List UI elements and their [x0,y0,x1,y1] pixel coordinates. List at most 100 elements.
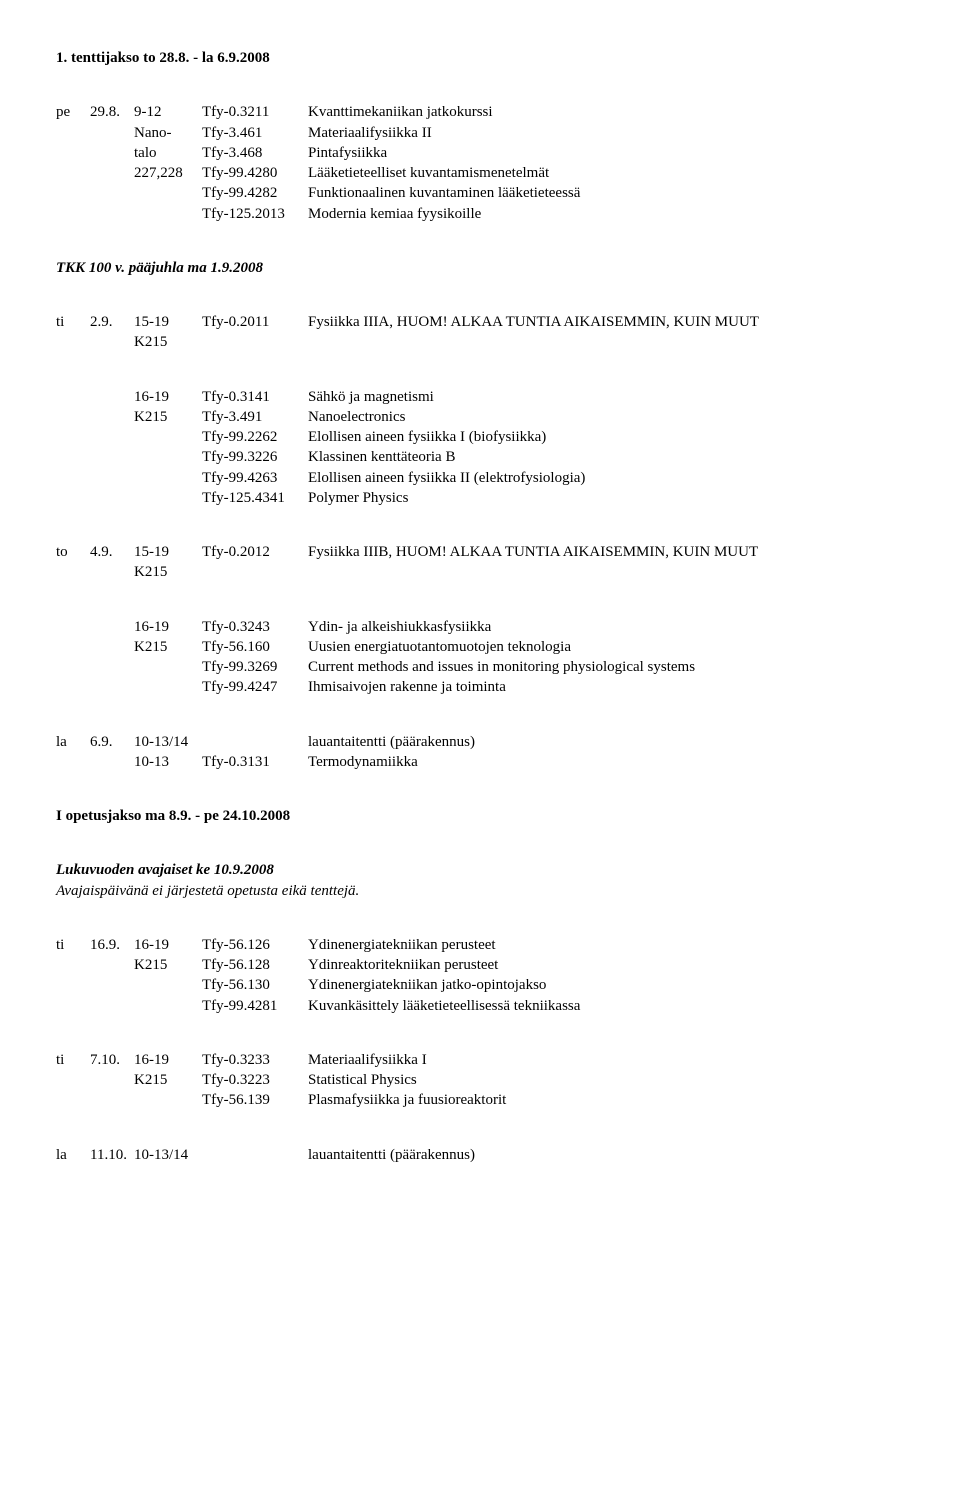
table-row: la 11.10. 10-13/14 lauantaitentti (päära… [56,1145,904,1165]
table-row: 16-19 Tfy-0.3141 Sähkö ja magnetismi [56,387,904,407]
time: 10-13/14 [134,732,202,752]
table-row: Tfy-99.4281 Kuvankäsittely lääketieteell… [56,996,904,1016]
course-code: Tfy-99.4247 [202,677,308,697]
location: K215 [134,637,202,657]
date: 7.10. [90,1050,134,1070]
course-code: Tfy-99.4282 [202,183,308,203]
day: to [56,542,90,562]
time: 16-19 [134,617,202,637]
schedule-block: ti 16.9. 16-19 Tfy-56.126 Ydinenergiatek… [56,935,904,1016]
course-desc: Kvanttimekaniikan jatkokurssi [308,102,904,122]
course-desc: Termodynamiikka [308,752,904,772]
course-code: Tfy-56.139 [202,1090,308,1110]
course-code: Tfy-99.4281 [202,996,308,1016]
course-desc: Ydin- ja alkeishiukkasfysiikka [308,617,904,637]
schedule-block: 16-19 Tfy-0.3141 Sähkö ja magnetismi K21… [56,387,904,509]
date: 6.9. [90,732,134,752]
table-row: Nano- Tfy-3.461 Materiaalifysiikka II [56,123,904,143]
course-desc: Ydinreaktoritekniikan perusteet [308,955,904,975]
course-desc: Polymer Physics [308,488,904,508]
course-desc: Lääketieteelliset kuvantamismenetelmät [308,163,904,183]
time: 16-19 [134,1050,202,1070]
table-row: la 6.9. 10-13/14 lauantaitentti (päärake… [56,732,904,752]
table-row: Tfy-99.3269 Current methods and issues i… [56,657,904,677]
course-desc: Plasmafysiikka ja fuusioreaktorit [308,1090,904,1110]
table-row: K215 Tfy-3.491 Nanoelectronics [56,407,904,427]
course-code: Tfy-0.3141 [202,387,308,407]
schedule-block: ti 7.10. 16-19 Tfy-0.3233 Materiaalifysi… [56,1050,904,1111]
course-code: Tfy-0.3223 [202,1070,308,1090]
date: 11.10. [90,1145,134,1165]
course-code: Tfy-3.461 [202,123,308,143]
table-row: ti 2.9. 15-19 Tfy-0.2011 Fysiikka IIIA, … [56,312,904,332]
course-desc: Klassinen kenttäteoria B [308,447,904,467]
table-row: K215 Tfy-56.160 Uusien energiatuotantomu… [56,637,904,657]
course-code: Tfy-3.491 [202,407,308,427]
time: 15-19 [134,312,202,332]
course-desc: Elollisen aineen fysiikka I (biofysiikka… [308,427,904,447]
course-code: Tfy-99.4263 [202,468,308,488]
table-row: K215 Tfy-56.128 Ydinreaktoritekniikan pe… [56,955,904,975]
table-row: 227,228 Tfy-99.4280 Lääketieteelliset ku… [56,163,904,183]
course-code: Tfy-0.2012 [202,542,308,562]
course-code: Tfy-56.128 [202,955,308,975]
day: ti [56,1050,90,1070]
date: 4.9. [90,542,134,562]
time: 10-13 [134,752,202,772]
table-row: K215 [56,562,904,582]
time: 16-19 [134,387,202,407]
table-row: talo Tfy-3.468 Pintafysiikka [56,143,904,163]
time: 9-12 [134,102,202,122]
course-desc: Uusien energiatuotantomuotojen teknologi… [308,637,904,657]
course-desc: Pintafysiikka [308,143,904,163]
table-row: Tfy-99.4263 Elollisen aineen fysiikka II… [56,468,904,488]
course-desc: Fysiikka IIIB, HUOM! ALKAA TUNTIA AIKAIS… [308,542,904,562]
section-heading: TKK 100 v. pääjuhla ma 1.9.2008 [56,258,904,278]
section-heading: Lukuvuoden avajaiset ke 10.9.2008 [56,860,904,880]
table-row: Tfy-99.4247 Ihmisaivojen rakenne ja toim… [56,677,904,697]
location: K215 [134,955,202,975]
course-code: Tfy-125.4341 [202,488,308,508]
table-row: Tfy-56.139 Plasmafysiikka ja fuusioreakt… [56,1090,904,1110]
course-desc: Elollisen aineen fysiikka II (elektrofys… [308,468,904,488]
course-desc: Materiaalifysiikka I [308,1050,904,1070]
schedule-block: pe 29.8. 9-12 Tfy-0.3211 Kvanttimekaniik… [56,102,904,224]
table-row: Tfy-56.130 Ydinenergiatekniikan jatko-op… [56,975,904,995]
course-code: Tfy-0.3243 [202,617,308,637]
table-row: 10-13 Tfy-0.3131 Termodynamiikka [56,752,904,772]
location: K215 [134,332,202,352]
course-desc: Current methods and issues in monitoring… [308,657,904,677]
course-desc: Sähkö ja magnetismi [308,387,904,407]
day: la [56,732,90,752]
schedule-block: la 6.9. 10-13/14 lauantaitentti (päärake… [56,732,904,773]
section-heading: I opetusjakso ma 8.9. - pe 24.10.2008 [56,806,904,826]
course-code: Tfy-0.3211 [202,102,308,122]
course-code: Tfy-99.3269 [202,657,308,677]
location: K215 [134,562,202,582]
course-desc: Ydinenergiatekniikan perusteet [308,935,904,955]
table-row: Tfy-125.4341 Polymer Physics [56,488,904,508]
day: pe [56,102,90,122]
course-desc: Nanoelectronics [308,407,904,427]
course-desc: lauantaitentti (päärakennus) [308,732,904,752]
course-code: Tfy-56.130 [202,975,308,995]
course-code: Tfy-99.2262 [202,427,308,447]
course-desc: Ydinenergiatekniikan jatko-opintojakso [308,975,904,995]
location: Nano- [134,123,202,143]
table-row: pe 29.8. 9-12 Tfy-0.3211 Kvanttimekaniik… [56,102,904,122]
course-desc: lauantaitentti (päärakennus) [308,1145,904,1165]
table-row: to 4.9. 15-19 Tfy-0.2012 Fysiikka IIIB, … [56,542,904,562]
table-row: K215 [56,332,904,352]
location: talo [134,143,202,163]
time: 16-19 [134,935,202,955]
schedule-block: la 11.10. 10-13/14 lauantaitentti (päära… [56,1145,904,1165]
table-row: Tfy-99.3226 Klassinen kenttäteoria B [56,447,904,467]
course-code: Tfy-56.160 [202,637,308,657]
course-code: Tfy-3.468 [202,143,308,163]
course-desc: Fysiikka IIIA, HUOM! ALKAA TUNTIA AIKAIS… [308,312,904,332]
table-row: ti 7.10. 16-19 Tfy-0.3233 Materiaalifysi… [56,1050,904,1070]
date: 16.9. [90,935,134,955]
section-note: Avajaispäivänä ei järjestetä opetusta ei… [56,881,904,901]
day: la [56,1145,90,1165]
course-desc: Statistical Physics [308,1070,904,1090]
